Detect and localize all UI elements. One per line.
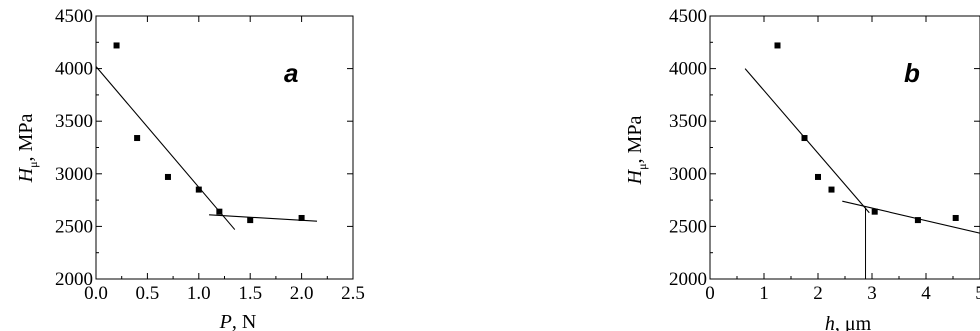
x-tick-label: 0.5 xyxy=(136,283,160,304)
data-point xyxy=(871,208,878,215)
x-tick-label: 1.5 xyxy=(238,283,262,304)
data-point xyxy=(195,186,202,193)
plot-frame xyxy=(95,15,354,280)
data-point xyxy=(774,42,781,49)
y-axis: 2000 2500 3000 3500 4000 4500 xyxy=(669,6,980,290)
plot-frame xyxy=(709,15,980,280)
x-tick-label: 0.0 xyxy=(84,283,108,304)
data-point xyxy=(828,186,835,193)
y-tick-label: 2500 xyxy=(55,216,93,237)
x-tick-label: 4 xyxy=(921,283,931,304)
x-tick-label: 0 xyxy=(705,283,715,304)
y-tick-label: 4500 xyxy=(669,6,707,27)
data-point xyxy=(134,135,141,142)
data-point xyxy=(113,42,120,49)
fit-line xyxy=(842,200,980,234)
y-axis-label: Hμ, MPa xyxy=(15,114,40,184)
y-tick-label: 3000 xyxy=(669,164,707,185)
y-tick-label: 4000 xyxy=(669,59,707,80)
x-axis-label: P, N xyxy=(219,311,257,331)
x-tick-label: 1.0 xyxy=(187,283,211,304)
y-tick-label: 4000 xyxy=(55,59,93,80)
data-point xyxy=(247,217,254,224)
y-tick-label: 4500 xyxy=(55,6,93,27)
x-axis: 0.0 0.5 1.0 1.5 2.0 2.5 xyxy=(84,16,365,304)
y-tick-label: 3000 xyxy=(55,164,93,185)
data-point xyxy=(801,135,808,142)
data-points xyxy=(774,42,959,224)
x-tick-label: 3 xyxy=(867,283,877,304)
x-tick-label: 2.0 xyxy=(290,283,314,304)
panel-label: a xyxy=(284,58,298,88)
y-axis-label: Hμ, MPa xyxy=(624,116,649,186)
data-point xyxy=(914,217,921,224)
data-point xyxy=(164,173,171,180)
y-tick-label: 3500 xyxy=(55,111,93,132)
y-tick-label: 2500 xyxy=(669,216,707,237)
fit-lines xyxy=(96,66,318,230)
panel-label: b xyxy=(904,58,920,88)
x-axis: 0 1 2 3 4 5 xyxy=(705,16,980,304)
x-tick-label: 2 xyxy=(813,283,823,304)
x-tick-label: 5 xyxy=(975,283,980,304)
x-tick-label: 1 xyxy=(759,283,769,304)
y-tick-label: 2000 xyxy=(669,269,707,290)
x-tick-label: 2.5 xyxy=(341,283,365,304)
data-point xyxy=(952,214,959,221)
data-point xyxy=(216,208,223,215)
fit-line xyxy=(96,66,236,230)
y-tick-label: 2000 xyxy=(55,269,93,290)
y-tick-label: 3500 xyxy=(669,111,707,132)
data-points xyxy=(113,42,305,224)
x-axis-label: h, μm xyxy=(825,313,872,331)
data-point xyxy=(298,214,305,221)
fit-lines xyxy=(744,68,980,279)
chart-panel-a: 2000 2500 3000 3500 4000 4500 0.0 0.5 1.0 1.5 2.0… xyxy=(15,6,365,331)
data-point xyxy=(815,173,821,180)
y-axis: 2000 2500 3000 3500 4000 4500 xyxy=(55,6,353,290)
